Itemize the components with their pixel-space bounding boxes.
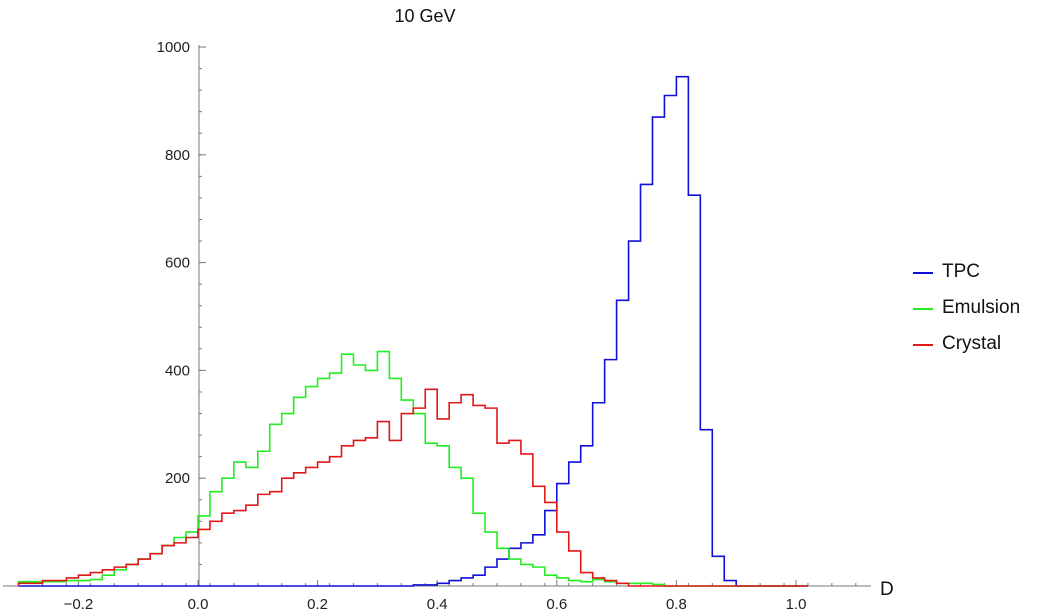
legend-label-emulsion: Emulsion	[942, 297, 1020, 318]
x-tick-label: 0.6	[546, 596, 567, 613]
y-tick-label: 200	[165, 470, 190, 487]
x-tick-label: −0.2	[64, 596, 94, 613]
x-tick-label: 0.4	[427, 596, 448, 613]
x-tick-label: 0.2	[307, 596, 328, 613]
legend-label-crystal: Crystal	[942, 333, 1001, 354]
x-axis-label: D	[880, 579, 894, 600]
x-tick-label: 1.0	[786, 596, 807, 613]
series-layer	[17, 75, 808, 587]
x-tick-label: 0.0	[188, 596, 209, 613]
series-emulsion-line	[17, 350, 808, 587]
y-tick-label: 800	[165, 147, 190, 164]
series-tpc-line	[18, 75, 808, 587]
axes: −0.2 0.0 0.2 0.4 0.6 0.8 1.0 200 400 600 800 1000	[3, 39, 871, 613]
x-tick-label: 0.8	[666, 596, 687, 613]
legend: TPC Emulsion Crystal	[913, 261, 1020, 354]
y-tick-label: 400	[165, 362, 190, 379]
y-tick-label: 1000	[157, 39, 190, 56]
series-crystal-line	[17, 388, 808, 587]
legend-label-tpc: TPC	[942, 261, 980, 282]
y-tick-label: 600	[165, 255, 190, 272]
chart-title: 10 GeV	[394, 6, 455, 26]
